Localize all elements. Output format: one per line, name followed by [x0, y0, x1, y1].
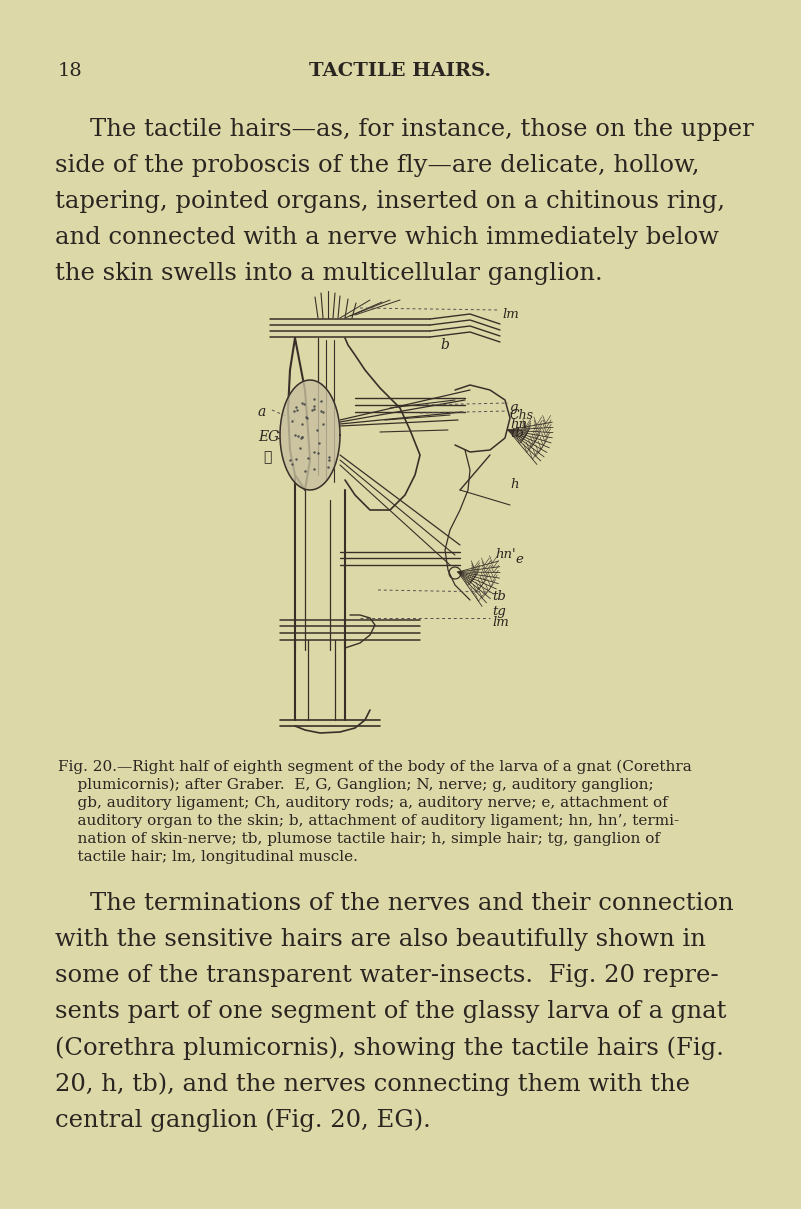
Text: plumicornis); after Graber.  E, G, Ganglion; N, nerve; g, auditory ganglion;: plumicornis); after Graber. E, G, Gangli… — [58, 779, 654, 792]
Text: g: g — [510, 401, 518, 413]
Text: TACTILE HAIRS.: TACTILE HAIRS. — [309, 62, 491, 80]
Text: ℕ: ℕ — [263, 450, 272, 464]
Text: side of the proboscis of the fly—are delicate, hollow,: side of the proboscis of the fly—are del… — [55, 154, 699, 177]
Text: gb, auditory ligament; Ch, auditory rods; a, auditory nerve; e, attachment of: gb, auditory ligament; Ch, auditory rods… — [58, 796, 668, 810]
Text: lm: lm — [492, 617, 509, 629]
Text: h: h — [510, 478, 518, 491]
Text: with the sensitive hairs are also beautifully shown in: with the sensitive hairs are also beauti… — [55, 929, 706, 951]
Text: tg: tg — [492, 604, 506, 618]
Text: 20, h, tb), and the nerves connecting them with the: 20, h, tb), and the nerves connecting th… — [55, 1072, 690, 1095]
Text: Fig. 20.—Right half of eighth segment of the body of the larva of a gnat (Coreth: Fig. 20.—Right half of eighth segment of… — [58, 760, 692, 775]
Text: the skin swells into a multicellular ganglion.: the skin swells into a multicellular gan… — [55, 262, 602, 285]
Polygon shape — [280, 380, 340, 490]
Text: lm: lm — [502, 308, 519, 322]
Text: The terminations of the nerves and their connection: The terminations of the nerves and their… — [90, 892, 734, 915]
Text: tb: tb — [492, 590, 506, 603]
Text: (Corethra plumicornis), showing the tactile hairs (Fig.: (Corethra plumicornis), showing the tact… — [55, 1036, 724, 1059]
Text: hn': hn' — [495, 548, 516, 561]
Text: tb: tb — [510, 427, 524, 440]
Text: and connected with a nerve which immediately below: and connected with a nerve which immedia… — [55, 226, 719, 249]
Text: The tactile hairs—as, for instance, those on the upper: The tactile hairs—as, for instance, thos… — [90, 118, 754, 141]
Text: a: a — [258, 405, 266, 420]
Text: auditory organ to the skin; b, attachment of auditory ligament; hn, hn’, termi-: auditory organ to the skin; b, attachmen… — [58, 814, 679, 828]
Text: some of the transparent water-insects.  Fig. 20 repre-: some of the transparent water-insects. F… — [55, 964, 718, 987]
Text: hn: hn — [510, 418, 527, 430]
Text: Chs: Chs — [510, 409, 534, 422]
Text: EG: EG — [258, 430, 280, 444]
Text: sents part of one segment of the glassy larva of a gnat: sents part of one segment of the glassy … — [55, 1000, 727, 1023]
Text: central ganglion (Fig. 20, EG).: central ganglion (Fig. 20, EG). — [55, 1107, 431, 1132]
Text: 18: 18 — [58, 62, 83, 80]
Text: tapering, pointed organs, inserted on a chitinous ring,: tapering, pointed organs, inserted on a … — [55, 190, 725, 213]
Text: nation of skin-nerve; tb, plumose tactile hair; h, simple hair; tg, ganglion of: nation of skin-nerve; tb, plumose tactil… — [58, 832, 660, 846]
Text: e: e — [515, 553, 523, 566]
Text: b: b — [440, 339, 449, 352]
Text: tactile hair; lm, longitudinal muscle.: tactile hair; lm, longitudinal muscle. — [58, 850, 358, 864]
